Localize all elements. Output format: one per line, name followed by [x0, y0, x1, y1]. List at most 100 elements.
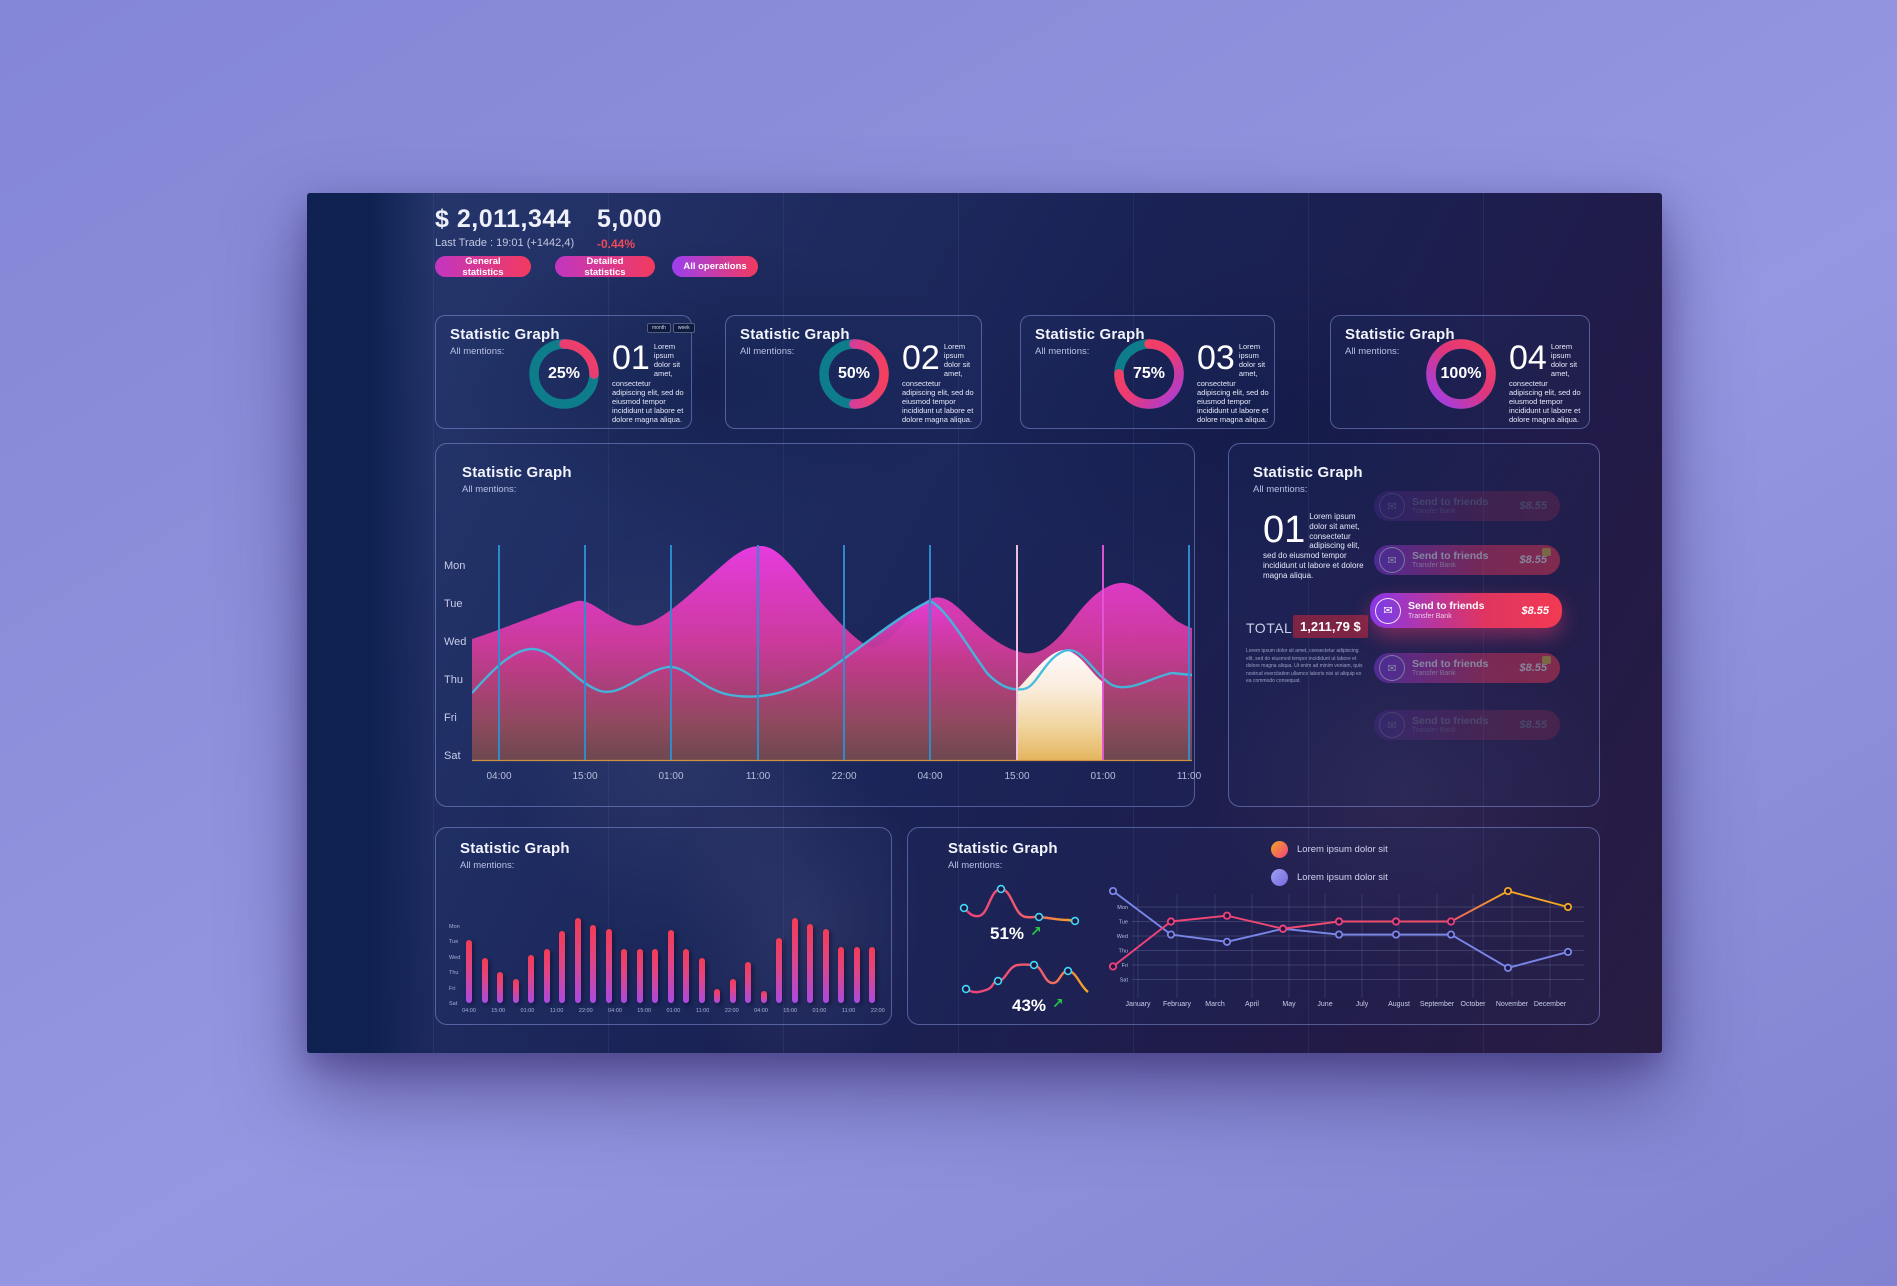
- transfer-row[interactable]: ✉ Send to friends Transfer Bank $8.55: [1374, 653, 1560, 683]
- bar: [590, 925, 596, 1003]
- fine-print: Lorem ipsum dolor sit amet, consectetur …: [1246, 648, 1363, 684]
- svg-text:Fri: Fri: [1122, 963, 1128, 969]
- envelope-icon: ✉: [1379, 547, 1405, 573]
- card-subtitle: All mentions:: [450, 346, 505, 357]
- svg-text:January: January: [1126, 1001, 1151, 1008]
- transfer-amount: $8.55: [1519, 500, 1547, 512]
- transfer-row[interactable]: ✉ Send to friends Transfer Bank $8.55: [1374, 545, 1560, 575]
- svg-text:Sat: Sat: [1120, 978, 1129, 984]
- panel-subtitle: All mentions:: [460, 860, 515, 871]
- transfers-description: 01 Lorem ipsum dolor sit amet, consectetu…: [1263, 509, 1364, 580]
- transfer-row-text: Send to friends Transfer Bank: [1412, 496, 1519, 516]
- svg-text:July: July: [1356, 1001, 1369, 1008]
- transfer-amount: $8.55: [1519, 719, 1547, 731]
- card-number: 02: [902, 339, 940, 377]
- bar-time-label: 01:00: [666, 1008, 681, 1014]
- line-chart: Mon Tue Wed Thu Fri Sat January February March Ap…: [1108, 886, 1584, 1008]
- spark2-percent: 43%: [1012, 996, 1047, 1015]
- transfer-row-label: Send to friends: [1412, 549, 1489, 562]
- bar-day-label: Thu: [449, 970, 459, 977]
- donut-percent: 75%: [1132, 365, 1166, 382]
- area-time-label: 04:00: [486, 771, 512, 782]
- legend-dot-icon: [1271, 841, 1288, 858]
- bar: [605, 929, 612, 1003]
- bar: [838, 947, 844, 1003]
- all-operations-button[interactable]: All operations: [672, 256, 758, 277]
- transfers-number: 01: [1263, 509, 1306, 551]
- bar-day-label: Mon: [449, 924, 460, 930]
- transfer-amount: $8.55: [1521, 604, 1549, 617]
- area-day-label: Tue: [444, 598, 463, 610]
- bar: [760, 991, 767, 1003]
- card-description: 01 Lorem ipsum dolor sit amet, consectetu…: [612, 339, 684, 425]
- bar-chart-panel: Statistic Graph All mentions: Mon Tue Wed T…: [435, 827, 892, 1025]
- bar-time-label: 15:00: [637, 1008, 652, 1014]
- svg-text:Wed: Wed: [1117, 934, 1128, 940]
- detailed-statistics-button[interactable]: Detailed statistics: [555, 256, 655, 278]
- bar-time-label: 15:00: [783, 1008, 798, 1014]
- transfer-row-sublabel: Transfer Bank: [1412, 670, 1456, 677]
- bar-day-label: Wed: [449, 954, 461, 961]
- panel-title: Statistic Graph: [462, 464, 572, 481]
- dashboard: $ 2,011,344 Last Trade : 19:01 (+1442,4)…: [307, 193, 1662, 1053]
- toggle-week[interactable]: week: [672, 323, 695, 333]
- bar: [698, 958, 705, 1003]
- bar-time-label: 11:00: [549, 1008, 564, 1014]
- legend-label: Lorem ipsum dolor sit: [1297, 872, 1388, 883]
- transfer-row[interactable]: ✉ Send to friends Transfer Bank $8.55: [1374, 710, 1560, 740]
- donut-chart: 50%: [816, 336, 892, 412]
- transfer-amount: $8.55: [1519, 554, 1547, 566]
- bar-time-label: 04:00: [608, 1008, 622, 1014]
- bar-day-label: Fri: [449, 985, 456, 992]
- svg-text:October: October: [1461, 1001, 1487, 1008]
- bar: [822, 929, 829, 1003]
- bar: [667, 930, 674, 1003]
- transfer-row-text: Send to friends Transfer Bank: [1408, 600, 1521, 620]
- card-number: 03: [1197, 339, 1235, 377]
- bar-time-label: 11:00: [695, 1008, 710, 1014]
- donut-percent: 25%: [547, 365, 581, 382]
- toggle-month[interactable]: month: [647, 323, 671, 333]
- svg-text:December: December: [1534, 1001, 1567, 1008]
- transfers-panel: Statistic Graph All mentions: 01 Lorem ip…: [1228, 443, 1600, 807]
- bar: [652, 949, 658, 1003]
- card-description: 02 Lorem ipsum dolor sit amet, consectetu…: [902, 339, 974, 425]
- bar: [807, 924, 813, 1003]
- transfer-row[interactable]: ✉ Send to friends Transfer Bank $8.55: [1370, 593, 1562, 628]
- panel-subtitle: All mentions:: [462, 484, 517, 495]
- volume-change: -0.44%: [597, 237, 636, 251]
- total-value: 1,211,79 $: [1293, 615, 1368, 638]
- bar: [543, 949, 550, 1003]
- transfer-row-sublabel: Transfer Bank: [1412, 727, 1456, 734]
- card-subtitle: All mentions:: [1035, 346, 1090, 357]
- area-day-label: Fri: [444, 712, 457, 724]
- bar-time-label: 22:00: [870, 1008, 885, 1014]
- card-title: Statistic Graph: [1345, 326, 1455, 343]
- bar: [729, 979, 736, 1003]
- donut-card-1: Statistic Graph All mentions: month week…: [435, 315, 695, 429]
- legend-item-1: Lorem ipsum dolor sit: [1271, 841, 1388, 858]
- panel-title: Statistic Graph: [460, 840, 570, 857]
- legend-label: Lorem ipsum dolor sit: [1297, 844, 1388, 855]
- donut-percent: 100%: [1440, 365, 1482, 382]
- panel-title: Statistic Graph: [948, 840, 1058, 857]
- svg-text:March: March: [1205, 1001, 1225, 1008]
- area-time-label: 22:00: [831, 771, 857, 782]
- area-chart: [472, 545, 1193, 762]
- svg-text:Mon: Mon: [1117, 905, 1128, 911]
- grid-guide: [433, 193, 434, 1053]
- period-toggle[interactable]: month week: [647, 323, 695, 333]
- bar-time-label: 15:00: [491, 1008, 506, 1014]
- left-accent-strip: [307, 193, 437, 1053]
- transfer-row[interactable]: ✉ Send to friends Transfer Bank $8.55: [1374, 491, 1560, 521]
- area-time-label: 11:00: [745, 771, 771, 782]
- bar: [466, 940, 472, 1003]
- lock-badge-icon: [1542, 548, 1551, 556]
- bar-time-label: 04:00: [754, 1008, 768, 1014]
- transfer-amount: $8.55: [1519, 662, 1547, 674]
- general-statistics-button[interactable]: General statistics: [435, 256, 531, 278]
- envelope-icon: ✉: [1375, 597, 1401, 624]
- up-arrow-icon: ↗: [1052, 995, 1064, 1011]
- card-subtitle: All mentions:: [740, 346, 795, 357]
